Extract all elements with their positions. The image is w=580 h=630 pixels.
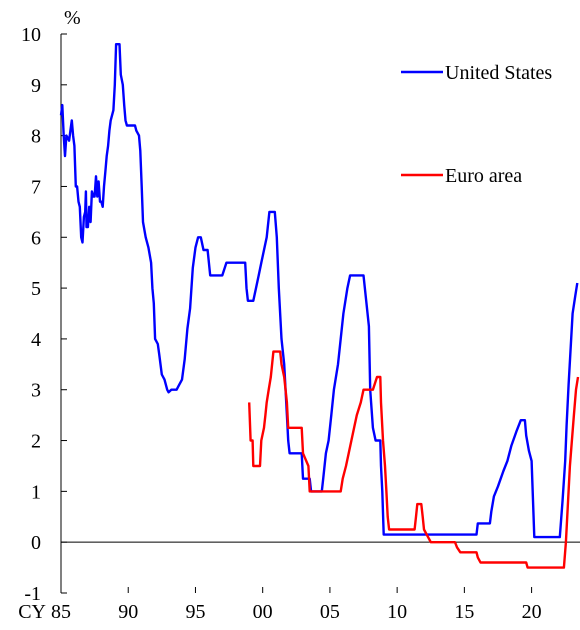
y-tick-label: 2 bbox=[31, 431, 41, 453]
x-tick-label: 85 bbox=[51, 601, 71, 623]
legend: United States Euro area bbox=[401, 62, 552, 187]
x-tick-label: 05 bbox=[320, 601, 340, 623]
x-tick-label: 00 bbox=[253, 601, 273, 623]
x-tick-label: 10 bbox=[387, 601, 407, 623]
x-tick-label: 95 bbox=[185, 601, 205, 623]
series-group bbox=[59, 43, 580, 569]
y-tick-label: 3 bbox=[31, 380, 41, 402]
y-tick-label: 4 bbox=[31, 329, 41, 351]
legend-label-euro-area: Euro area bbox=[445, 165, 522, 187]
x-axis-prefix: CY bbox=[18, 601, 46, 623]
x-tick-label: 20 bbox=[522, 601, 542, 623]
y-tick-label: -1 bbox=[24, 583, 41, 605]
y-tick-label: 5 bbox=[31, 278, 41, 300]
x-tick-label: 15 bbox=[454, 601, 474, 623]
y-tick-label: 7 bbox=[31, 176, 41, 198]
y-tick-label: 8 bbox=[31, 126, 41, 148]
series-line-euro-area bbox=[248, 350, 580, 569]
y-tick-label: 1 bbox=[31, 481, 41, 503]
series-line-united-states bbox=[59, 43, 579, 539]
y-tick-label: 6 bbox=[31, 227, 41, 249]
y-tick-label: 9 bbox=[31, 75, 41, 97]
axes: -1 0 1 2 3 4 5 6 7 8 9 10 85 90 95 00 05 10 15 20 CY bbox=[18, 24, 541, 623]
y-tick-label: 10 bbox=[21, 24, 41, 46]
legend-label-united-states: United States bbox=[445, 62, 552, 84]
y-tick-label: 0 bbox=[31, 532, 41, 554]
x-tick-label: 90 bbox=[118, 601, 138, 623]
y-axis-label: % bbox=[64, 7, 81, 29]
